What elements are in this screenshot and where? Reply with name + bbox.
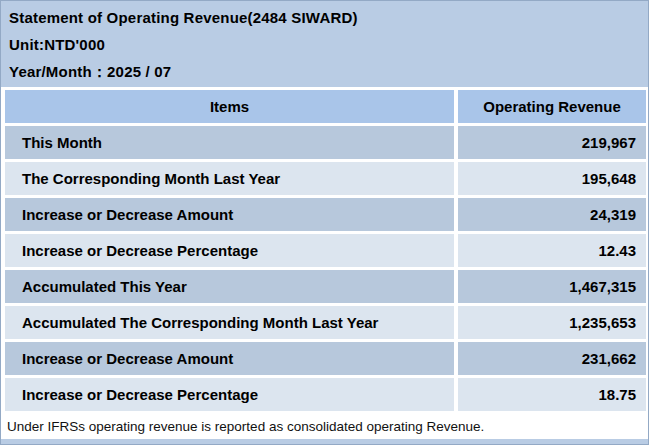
row-item-label: Accumulated This Year (5, 270, 454, 303)
row-value: 231,662 (458, 342, 646, 375)
row-value: 18.75 (458, 378, 646, 411)
period-label: Year/Month：2025 / 07 (9, 62, 648, 81)
row-item-label: This Month (5, 126, 454, 159)
column-header-operating-revenue: Operating Revenue (458, 90, 646, 123)
table-row: Accumulated The Corresponding Month Last… (5, 306, 646, 339)
row-value: 219,967 (458, 126, 646, 159)
table-row: Accumulated This Year 1,467,315 (5, 270, 646, 303)
row-item-label: Increase or Decrease Percentage (5, 234, 454, 267)
row-value: 12.43 (458, 234, 646, 267)
table-row: This Month 219,967 (5, 126, 646, 159)
revenue-table: Items Operating Revenue This Month 219,9… (1, 87, 649, 414)
table-row: Increase or Decrease Percentage 18.75 (5, 378, 646, 411)
revenue-statement-page: Statement of Operating Revenue(2484 SIWA… (0, 0, 649, 445)
row-item-label: Increase or Decrease Percentage (5, 378, 454, 411)
row-value: 1,467,315 (458, 270, 646, 303)
title-block: Statement of Operating Revenue(2484 SIWA… (1, 1, 648, 87)
row-item-label: Accumulated The Corresponding Month Last… (5, 306, 454, 339)
row-item-label: The Corresponding Month Last Year (5, 162, 454, 195)
row-value: 1,235,653 (458, 306, 646, 339)
column-header-items: Items (5, 90, 454, 123)
ifrs-footnote: Under IFRSs operating revenue is reporte… (1, 414, 648, 439)
table-row: The Corresponding Month Last Year 195,64… (5, 162, 646, 195)
row-item-label: Increase or Decrease Amount (5, 342, 454, 375)
row-item-label: Increase or Decrease Amount (5, 198, 454, 231)
table-row: Increase or Decrease Amount 231,662 (5, 342, 646, 375)
table-row: Increase or Decrease Amount 24,319 (5, 198, 646, 231)
row-value: 195,648 (458, 162, 646, 195)
row-value: 24,319 (458, 198, 646, 231)
page-title: Statement of Operating Revenue(2484 SIWA… (9, 8, 648, 27)
unit-label: Unit:NTD'000 (9, 35, 648, 54)
table-header-row: Items Operating Revenue (5, 90, 646, 123)
table-row: Increase or Decrease Percentage 12.43 (5, 234, 646, 267)
